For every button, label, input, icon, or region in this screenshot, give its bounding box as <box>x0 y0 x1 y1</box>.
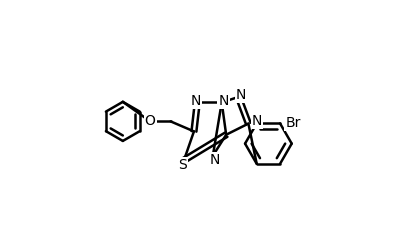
Text: O: O <box>145 114 156 128</box>
Text: Br: Br <box>285 115 300 130</box>
Text: N: N <box>252 114 263 128</box>
Text: N: N <box>236 88 246 102</box>
Text: N: N <box>209 153 220 167</box>
Text: N: N <box>190 94 201 108</box>
Text: S: S <box>178 158 187 172</box>
Text: N: N <box>218 94 229 108</box>
